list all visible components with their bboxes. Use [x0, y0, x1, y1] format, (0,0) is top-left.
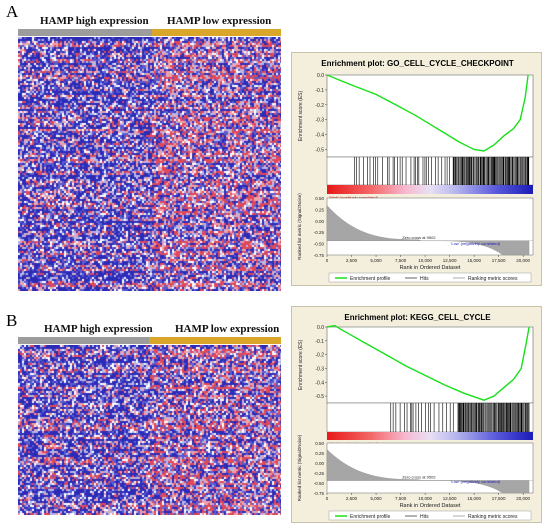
metric-tick-label: 0.50 [315, 196, 324, 201]
panel-letter-b: B [6, 311, 18, 330]
es-tick-label: -0.2 [315, 353, 324, 359]
enrichment-title: Enrichment plot: GO_CELL_CYCLE_CHECKPOIN… [321, 59, 514, 68]
x-tick-label: 17,500 [492, 258, 506, 263]
metric-tick-label: 0.25 [315, 451, 324, 456]
legend-box [328, 510, 532, 521]
group-bar-high-a [18, 29, 152, 36]
es-tick-label: -0.2 [315, 103, 324, 109]
x-tick-label: 10,000 [418, 258, 432, 263]
es-tick-label: -0.3 [315, 366, 324, 372]
x-tick-label: 5,000 [370, 496, 382, 501]
metric-tick-label: 0.00 [315, 461, 324, 466]
legend-item: Ranking metric scores [468, 514, 518, 520]
legend-item: Hits [420, 514, 429, 520]
enrichment-svg-a: Enrichment plot: GO_CELL_CYCLE_CHECKPOIN… [297, 59, 534, 283]
metric-tick-label: 0.00 [315, 219, 324, 224]
x-tick-label: 2,500 [346, 496, 358, 501]
legend-item: Hits [420, 276, 429, 282]
x-tick-label: 15,000 [467, 258, 481, 263]
low-label: 'Low' (negatively correlated) [451, 241, 501, 246]
enrichment-title: Enrichment plot: KEGG_CELL_CYCLE [344, 313, 491, 322]
x-tick-label: 5,000 [370, 258, 382, 263]
group-label-low-b: HAMP low expression [175, 323, 280, 335]
es-tick-label: 0.0 [317, 73, 324, 79]
rank-color-ribbon [327, 185, 533, 194]
metric-axis-label: Ranked list metric (Signal2Noise) [297, 434, 302, 501]
x-tick-label: 7,500 [395, 258, 407, 263]
es-tick-label: -0.4 [315, 133, 324, 139]
legend-box [328, 272, 532, 283]
es-tick-label: -0.5 [315, 394, 324, 400]
high-label: 'High' (positively correlated) [329, 195, 379, 200]
legend-item: Enrichment profile [350, 276, 391, 282]
metric-tick-label: -0.75 [314, 253, 325, 258]
enrichment-plot-b: Enrichment plot: KEGG_CELL_CYCLE 0.0 -0.1 -… [291, 306, 542, 523]
es-tick-label: 0.0 [317, 325, 324, 331]
x-tick-label: 12,500 [443, 258, 457, 263]
x-tick-label: 0 [326, 496, 329, 501]
metric-tick-label: 0.25 [315, 207, 324, 212]
x-tick-label: 0 [326, 258, 329, 263]
zero-cross-label: Zero cross at 9502 [402, 235, 436, 240]
es-axis-label: Enrichment score (ES) [298, 91, 304, 142]
legend-item: Enrichment profile [350, 514, 391, 520]
x-axis-label: Rank in Ordered Dataset [400, 265, 461, 271]
es-tick-label: -0.4 [315, 380, 324, 386]
es-tick-label: -0.5 [315, 148, 324, 154]
rank-color-ribbon [327, 432, 533, 440]
x-tick-label: 17,500 [492, 496, 506, 501]
metric-tick-label: -0.50 [314, 242, 325, 247]
x-tick-label: 2,500 [346, 258, 358, 263]
enrichment-plot-a: Enrichment plot: GO_CELL_CYCLE_CHECKPOIN… [291, 52, 542, 286]
group-label-low-a: HAMP low expression [167, 15, 272, 27]
group-label-high-b: HAMP high expression [44, 323, 153, 335]
es-tick-label: -0.3 [315, 118, 324, 124]
hits-group [390, 403, 530, 432]
group-label-high-a: HAMP high expression [40, 15, 149, 27]
group-bar-low-b [149, 337, 281, 344]
panel-letter-a: A [6, 2, 19, 21]
es-tick-label: -0.1 [315, 88, 324, 94]
metric-tick-label: 0.50 [315, 441, 324, 446]
metric-tick-label: -0.50 [314, 481, 325, 486]
x-tick-label: 20,000 [516, 258, 530, 263]
heatmap-b [18, 345, 281, 515]
x-tick-label: 20,000 [516, 496, 530, 501]
x-tick-label: 7,500 [395, 496, 407, 501]
group-bar-low-a [152, 29, 281, 36]
hits-group [354, 157, 530, 185]
enrichment-profile-line [326, 74, 529, 152]
x-tick-label: 10,000 [418, 496, 432, 501]
x-tick-label: 12,500 [443, 496, 457, 501]
es-tick-label: -0.1 [315, 339, 324, 345]
x-axis-label: Rank in Ordered Dataset [400, 503, 461, 509]
enrichment-svg-b: Enrichment plot: KEGG_CELL_CYCLE 0.0 -0.1 -… [297, 313, 534, 521]
es-plot-area [326, 326, 534, 404]
metric-tick-label: -0.25 [314, 230, 325, 235]
metric-tick-label: -0.25 [314, 471, 325, 476]
es-axis-label: Enrichment score (ES) [298, 340, 304, 391]
zero-cross-label: Zero cross at 9502 [402, 475, 436, 480]
hits-area [326, 156, 534, 186]
metric-axis-label: Ranked list metric (Signal2Noise) [297, 193, 302, 260]
group-bar-high-b [18, 337, 149, 344]
x-tick-label: 15,000 [467, 496, 481, 501]
low-label: 'Low' (negatively correlated) [451, 479, 501, 484]
enrichment-profile-line [326, 324, 530, 401]
metric-tick-label: -0.75 [314, 491, 325, 496]
legend-item: Ranking metric scores [468, 276, 518, 282]
heatmap-a [18, 37, 281, 291]
